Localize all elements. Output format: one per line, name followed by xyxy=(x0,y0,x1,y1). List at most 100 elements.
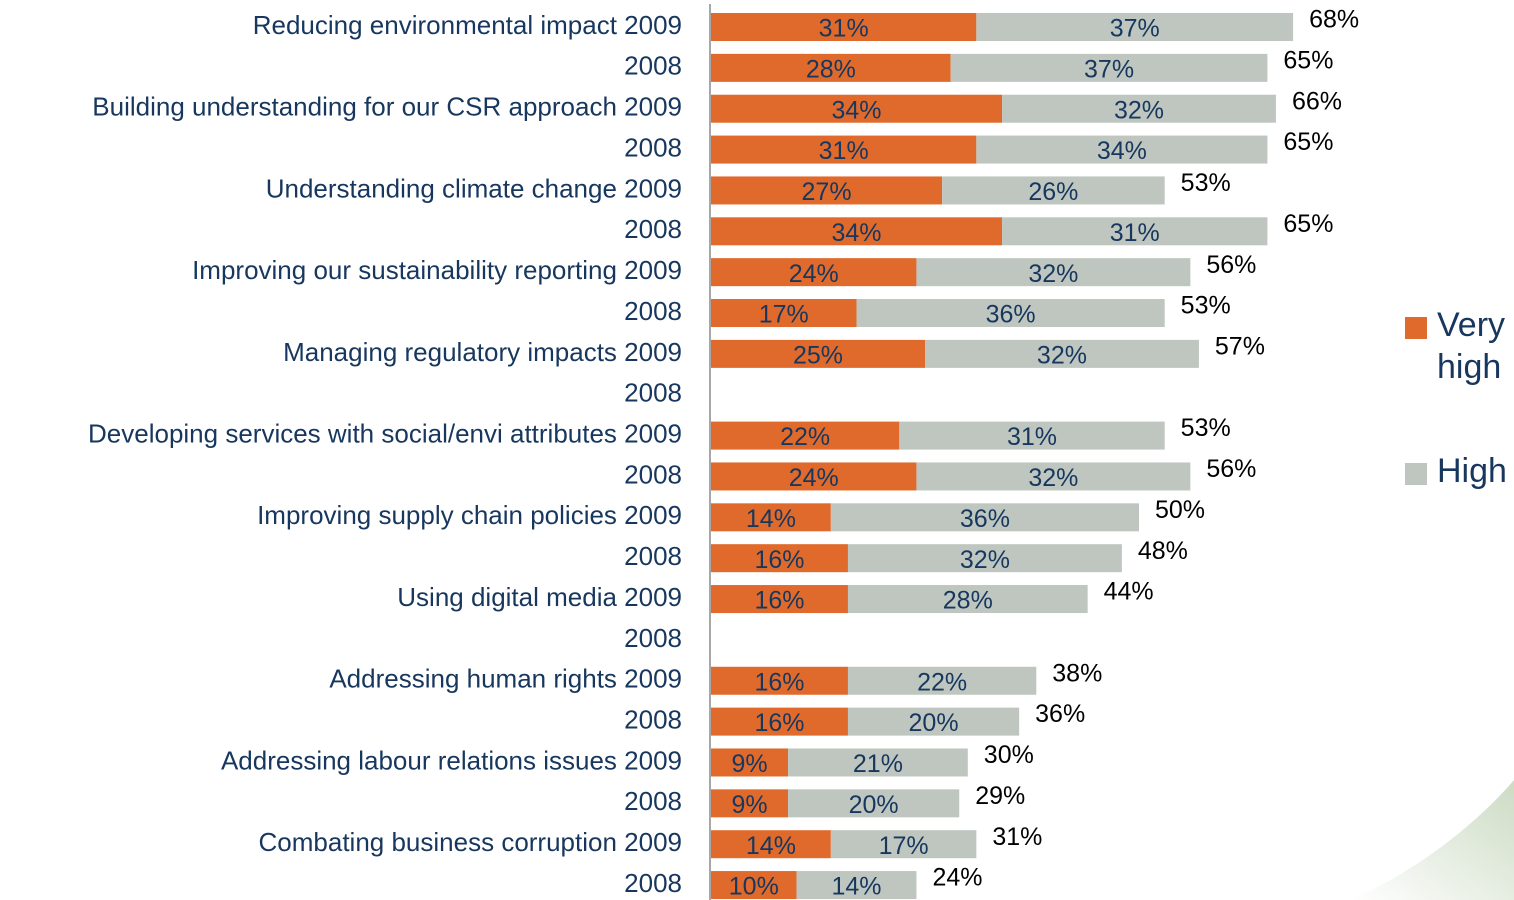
value-label: 31% xyxy=(819,137,869,165)
legend-label: High xyxy=(1437,452,1507,490)
bar-segment xyxy=(796,871,917,900)
bar-segment xyxy=(942,176,1165,205)
value-label: 31% xyxy=(1007,423,1057,451)
legend-label: Very high xyxy=(1437,306,1506,386)
category-label: Managing regulatory impacts 2009 xyxy=(283,337,682,367)
value-label: 36% xyxy=(960,505,1010,533)
value-label: 9% xyxy=(731,791,767,819)
total-label: 56% xyxy=(1206,251,1256,279)
value-label: 37% xyxy=(1084,55,1134,83)
value-label: 32% xyxy=(1037,341,1087,369)
value-label: 34% xyxy=(831,96,881,124)
category-label: Understanding climate change 2009 xyxy=(266,173,682,203)
category-label: Using digital media 2009 xyxy=(397,582,682,612)
bar-segment xyxy=(847,585,1088,614)
bar-segment xyxy=(711,462,917,491)
bar-segment xyxy=(847,544,1122,573)
bar-segment xyxy=(711,503,831,532)
legend-swatch xyxy=(1405,463,1427,485)
value-label: 27% xyxy=(802,178,852,206)
total-label: 65% xyxy=(1283,46,1333,74)
bar-segment xyxy=(711,585,848,614)
value-label: 10% xyxy=(729,873,779,900)
total-label: 48% xyxy=(1138,537,1188,565)
bar-segment xyxy=(711,299,857,328)
value-label: 32% xyxy=(1114,96,1164,124)
category-label: 2008 xyxy=(624,704,682,734)
bar-segment xyxy=(788,789,960,818)
value-label: 21% xyxy=(853,750,903,778)
bar-segment xyxy=(711,871,797,900)
total-label: 50% xyxy=(1155,496,1205,524)
total-label: 31% xyxy=(992,823,1042,851)
bar-segment xyxy=(847,707,1020,736)
value-label: 20% xyxy=(909,709,959,737)
category-label: Improving supply chain policies 2009 xyxy=(257,500,682,530)
bar-segment xyxy=(711,135,977,164)
value-label: 34% xyxy=(831,219,881,247)
category-label: 2008 xyxy=(624,296,682,326)
bar-segment xyxy=(711,666,848,695)
value-label: 14% xyxy=(831,873,881,900)
value-label: 24% xyxy=(789,260,839,288)
category-label: 2008 xyxy=(624,51,682,81)
bar-segment xyxy=(711,258,917,287)
total-label: 29% xyxy=(975,782,1025,810)
legend-swatch xyxy=(1405,317,1427,339)
total-label: 38% xyxy=(1052,659,1102,687)
total-label: 66% xyxy=(1292,87,1342,115)
value-label: 9% xyxy=(731,750,767,778)
value-label: 25% xyxy=(793,341,843,369)
total-label: 53% xyxy=(1181,414,1231,442)
category-label: 2008 xyxy=(624,623,682,653)
bar-segment xyxy=(916,462,1191,491)
value-label: 17% xyxy=(879,832,929,860)
value-label: 16% xyxy=(754,709,804,737)
category-label: Addressing labour relations issues 2009 xyxy=(221,745,682,775)
bar-segment xyxy=(711,94,1003,123)
bar-segment xyxy=(711,217,1003,246)
value-label: 28% xyxy=(806,55,856,83)
category-label: 2008 xyxy=(624,459,682,489)
bar-segment xyxy=(976,135,1268,164)
bar-segment xyxy=(711,176,943,205)
category-label: 2008 xyxy=(624,541,682,571)
bar-segment xyxy=(830,503,1139,532)
category-label: Developing services with social/envi att… xyxy=(88,418,682,448)
value-label: 14% xyxy=(746,832,796,860)
decoration xyxy=(1350,780,1514,900)
category-label: 2008 xyxy=(624,378,682,408)
bar-segment xyxy=(976,13,1294,41)
value-label: 31% xyxy=(819,15,869,43)
bar-segment xyxy=(847,666,1037,695)
total-label: 30% xyxy=(984,741,1034,769)
value-label: 17% xyxy=(759,301,809,329)
category-label: Improving our sustainability reporting 2… xyxy=(192,255,682,285)
bar-segment xyxy=(711,339,925,368)
value-label: 22% xyxy=(780,423,830,451)
total-label: 44% xyxy=(1104,578,1154,606)
bar-segment xyxy=(711,13,977,41)
bar-segment xyxy=(711,830,831,859)
bar-segment xyxy=(1002,217,1268,246)
value-label: 16% xyxy=(754,668,804,696)
value-label: 36% xyxy=(986,301,1036,329)
bar-segment xyxy=(950,53,1268,82)
value-label: 14% xyxy=(746,505,796,533)
total-label: 24% xyxy=(932,864,982,892)
total-label: 65% xyxy=(1283,128,1333,156)
bar-segment xyxy=(1002,94,1276,123)
total-label: 65% xyxy=(1283,210,1333,238)
value-label: 37% xyxy=(1110,15,1160,43)
value-label: 16% xyxy=(754,546,804,574)
category-label: Building understanding for our CSR appro… xyxy=(92,92,682,122)
value-label: 28% xyxy=(943,587,993,615)
bar-segment xyxy=(830,830,977,859)
value-label: 20% xyxy=(849,791,899,819)
bar-segment xyxy=(856,299,1165,328)
bar-segment xyxy=(711,748,789,777)
value-label: 16% xyxy=(754,587,804,615)
bar-segment xyxy=(711,707,848,736)
total-label: 56% xyxy=(1206,455,1256,483)
